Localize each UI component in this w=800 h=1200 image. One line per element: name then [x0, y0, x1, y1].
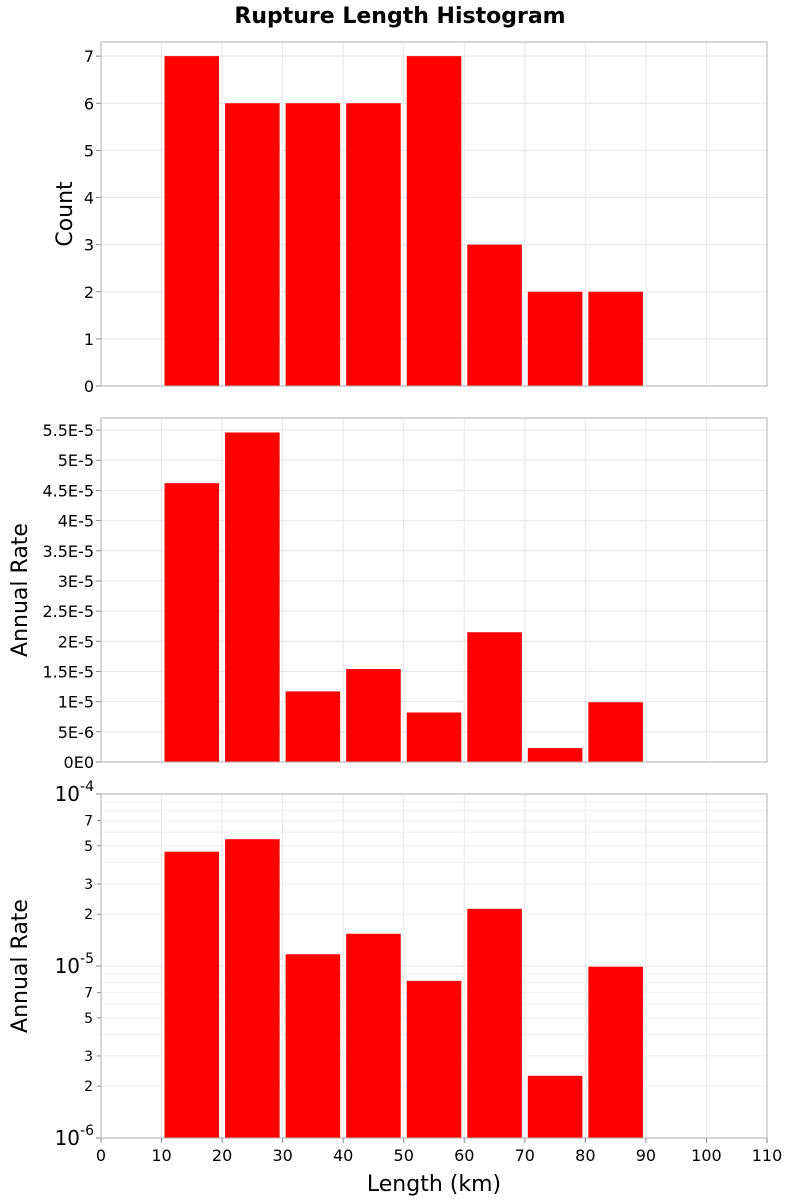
- histogram-bar: [588, 966, 643, 1138]
- y-tick-label: 4E-5: [58, 512, 94, 531]
- y-tick-label: 3: [84, 877, 93, 893]
- x-tick-label: 10: [151, 1146, 171, 1165]
- y-tick-label: 10-5: [55, 951, 94, 978]
- plot-frame: [100, 41, 768, 387]
- y-tick-label: 10-4: [55, 779, 95, 806]
- histogram-bar: [225, 103, 280, 386]
- histogram-bar: [527, 748, 583, 762]
- x-tick-label: 0: [96, 1146, 106, 1165]
- histogram-bar: [467, 244, 522, 386]
- x-tick-label: 110: [752, 1146, 783, 1165]
- y-axis-label: Annual Rate: [8, 523, 33, 657]
- histogram-bar: [406, 980, 462, 1138]
- histogram-bar: [285, 954, 341, 1138]
- y-tick-label: 5E-5: [58, 451, 94, 470]
- histogram-bar: [164, 56, 220, 386]
- x-tick-label: 80: [575, 1146, 595, 1165]
- y-tick-label: 2E-5: [58, 632, 94, 651]
- histogram-bar: [285, 103, 341, 386]
- histogram-bar: [406, 56, 462, 386]
- histogram-bar: [406, 712, 462, 762]
- histogram-bar: [285, 691, 341, 762]
- y-tick-label: 5: [84, 839, 93, 855]
- y-tick-label: 4.5E-5: [42, 481, 94, 500]
- y-tick-label: 3: [84, 1049, 93, 1065]
- histogram-bar: [225, 839, 280, 1138]
- chart-title: Rupture Length Histogram: [234, 4, 565, 29]
- y-tick-label: 1: [84, 330, 94, 349]
- annual-rate-linear-panel: 0E0 5E-6 1E-5 1.5E-5 2E-5 2.5E-5 3E-5 3.5E-5 4E-…: [8, 417, 768, 772]
- y-axis-label: Count: [53, 181, 78, 247]
- histogram-bar: [588, 291, 643, 386]
- y-tick-label: 2.5E-5: [42, 602, 94, 621]
- y-tick-label: 0E0: [64, 753, 94, 772]
- y-tick-label: 2: [84, 907, 93, 923]
- histogram-bar: [346, 669, 401, 762]
- x-tick-label: 40: [333, 1146, 353, 1165]
- y-tick-label: 0: [84, 377, 94, 396]
- histogram-bar: [164, 483, 220, 762]
- histogram-bar: [527, 291, 583, 386]
- annual-rate-log-panel: 10-6 10-5 10-4 2 3 5 7 2 3 5 7 Annual Rate 0 10 20 30 40…: [8, 779, 782, 1197]
- histogram-bar: [588, 702, 643, 762]
- x-tick-label: 20: [212, 1146, 232, 1165]
- y-tick-label: 5.5E-5: [42, 421, 94, 440]
- y-tick-label: 4: [84, 189, 94, 208]
- y-tick-label: 5: [84, 1011, 93, 1027]
- x-tick-label: 50: [394, 1146, 414, 1165]
- x-tick-label: 60: [454, 1146, 474, 1165]
- plot-frame: [100, 793, 768, 1139]
- histogram-bar: [225, 432, 280, 762]
- x-tick-label: 30: [272, 1146, 292, 1165]
- y-axis-label: Annual Rate: [8, 899, 33, 1033]
- histogram-bar: [346, 933, 401, 1138]
- plot-frame: [100, 417, 768, 763]
- y-tick-label: 7: [84, 814, 93, 830]
- y-tick-label: 7: [84, 47, 94, 66]
- histogram-bar: [346, 103, 401, 386]
- x-tick-label: 70: [515, 1146, 535, 1165]
- y-tick-label: 5E-6: [58, 723, 94, 742]
- histogram-bar: [164, 851, 220, 1138]
- y-tick-label: 1.5E-5: [42, 662, 94, 681]
- y-tick-label: 2: [84, 1079, 93, 1095]
- y-tick-label: 2: [84, 283, 94, 302]
- y-tick-label: 3E-5: [58, 572, 94, 591]
- y-tick-label: 6: [84, 94, 94, 113]
- histogram-bar: [527, 1075, 583, 1138]
- histogram-bar: [467, 632, 522, 762]
- histogram-bar: [467, 908, 522, 1138]
- count-panel: 0 1 2 3 4 5 6 7 Count: [53, 41, 768, 396]
- x-tick-label: 90: [636, 1146, 656, 1165]
- x-axis-label: Length (km): [367, 1172, 501, 1197]
- y-tick-label: 5: [84, 141, 94, 160]
- y-tick-label: 1E-5: [58, 693, 94, 712]
- y-tick-label: 7: [84, 986, 93, 1002]
- y-tick-label: 10-6: [55, 1123, 95, 1150]
- x-tick-label: 100: [691, 1146, 722, 1165]
- y-tick-label: 3: [84, 236, 94, 255]
- y-tick-label: 3.5E-5: [42, 542, 94, 561]
